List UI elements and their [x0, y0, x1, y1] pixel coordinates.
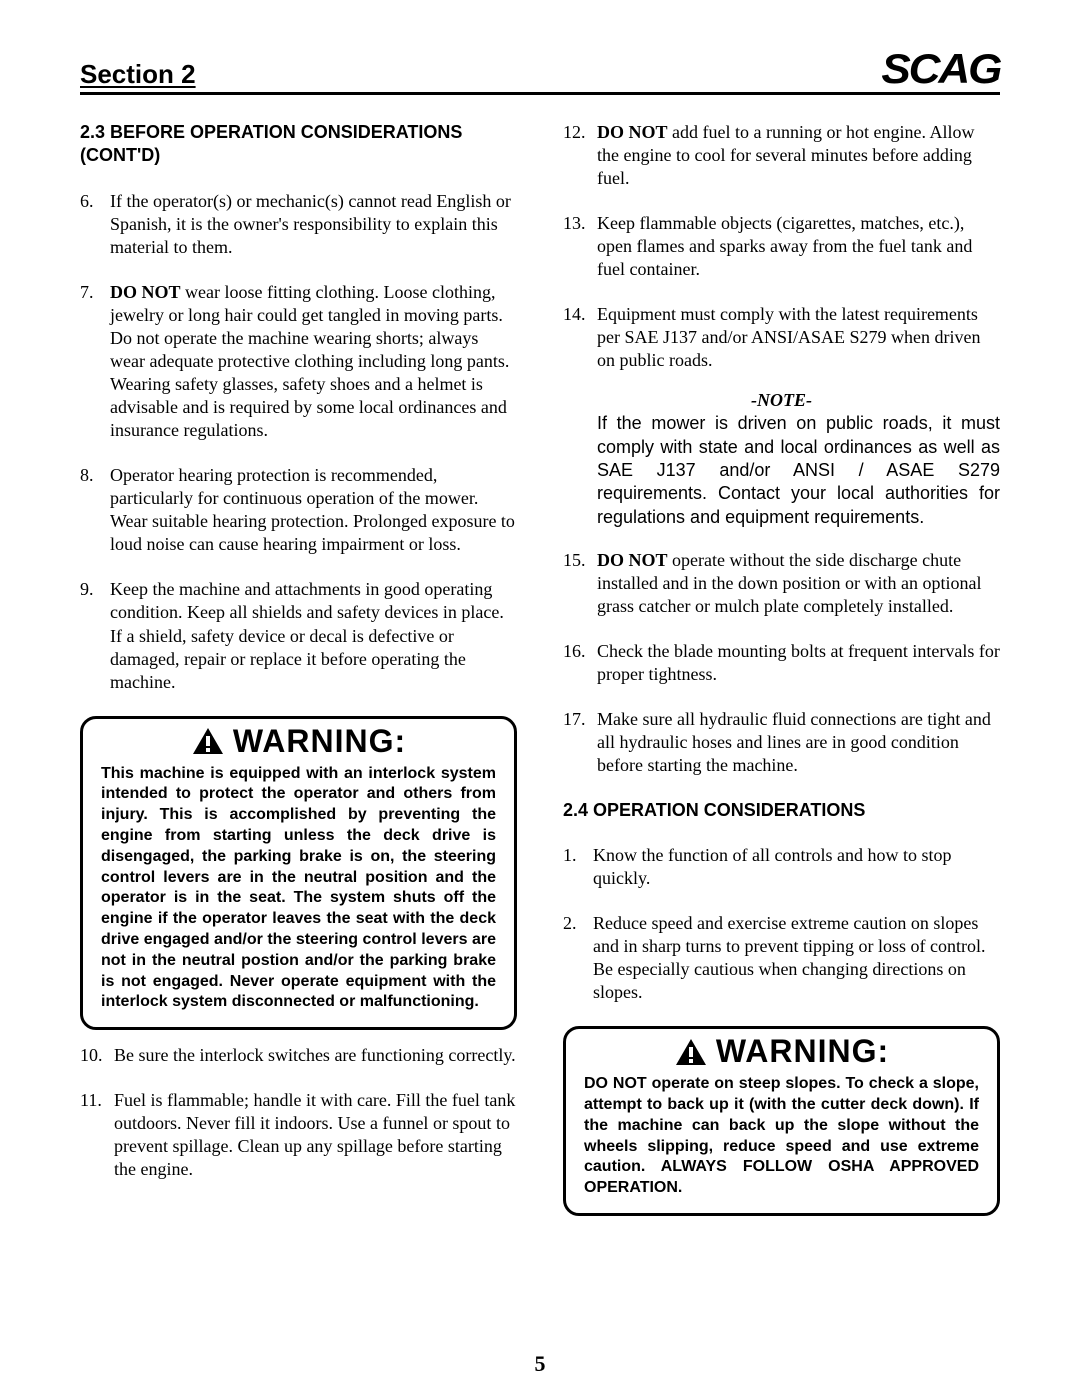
list-2-4: 1.Know the function of all controls and … [563, 844, 1000, 1004]
list-item-number: 9. [80, 578, 110, 693]
list-item-body: Make sure all hydraulic fluid connection… [597, 708, 1000, 777]
list-item-number: 1. [563, 844, 593, 890]
list-2-3-d: 15.DO NOT operate without the side disch… [563, 549, 1000, 777]
list-item-body: Fuel is flammable; handle it with care. … [114, 1089, 517, 1181]
list-item: 11.Fuel is flammable; handle it with car… [80, 1089, 517, 1181]
page-number: 5 [0, 1351, 1080, 1377]
list-item-body: If the operator(s) or mechanic(s) cannot… [110, 190, 517, 259]
warning-body: DO NOT operate on steep slopes. To check… [584, 1074, 979, 1199]
list-item: 6.If the operator(s) or mechanic(s) cann… [80, 190, 517, 259]
list-item-number: 6. [80, 190, 110, 259]
list-item: 2.Reduce speed and exercise extreme caut… [563, 912, 1000, 1004]
list-item-body: Keep the machine and attachments in good… [110, 578, 517, 693]
list-item: 15.DO NOT operate without the side disch… [563, 549, 1000, 618]
note-label: -NOTE- [563, 390, 1000, 411]
list-item-body: Know the function of all controls and ho… [593, 844, 1000, 890]
warning-title: WARNING: [233, 723, 406, 760]
right-column: 12.DO NOT add fuel to a running or hot e… [563, 121, 1000, 1230]
heading-2-4: 2.4 OPERATION CONSIDERATIONS [563, 799, 1000, 822]
list-item: 13.Keep flammable objects (cigarettes, m… [563, 212, 1000, 281]
warning-box-slopes: WARNING: DO NOT operate on steep slopes.… [563, 1026, 1000, 1216]
list-item-number: 13. [563, 212, 597, 281]
list-item: 16.Check the blade mounting bolts at fre… [563, 640, 1000, 686]
note-body: If the mower is driven on public roads, … [597, 412, 1000, 529]
list-item-number: 7. [80, 281, 110, 442]
list-item-body: DO NOT operate without the side discharg… [597, 549, 1000, 618]
list-2-3-a: 6.If the operator(s) or mechanic(s) cann… [80, 190, 517, 694]
warning-header: WARNING: [101, 723, 496, 760]
warning-box-interlock: WARNING: This machine is equipped with a… [80, 716, 517, 1031]
list-item-number: 15. [563, 549, 597, 618]
list-item: 8.Operator hearing protection is recomme… [80, 464, 517, 556]
section-title: Section 2 [80, 59, 196, 90]
list-2-3-c: 12.DO NOT add fuel to a running or hot e… [563, 121, 1000, 372]
warning-header: WARNING: [584, 1033, 979, 1070]
heading-2-3: 2.3 BEFORE OPERATION CONSIDERATIONS (CON… [80, 121, 517, 166]
list-item: 7.DO NOT wear loose fitting clothing. Lo… [80, 281, 517, 442]
list-item: 9.Keep the machine and attachments in go… [80, 578, 517, 693]
list-item-number: 14. [563, 303, 597, 372]
list-item-body: DO NOT add fuel to a running or hot engi… [597, 121, 1000, 190]
list-item-body: Check the blade mounting bolts at freque… [597, 640, 1000, 686]
list-item-number: 16. [563, 640, 597, 686]
list-item-number: 17. [563, 708, 597, 777]
brand-logo: SCAG [881, 48, 1000, 90]
list-item-number: 8. [80, 464, 110, 556]
list-item: 12.DO NOT add fuel to a running or hot e… [563, 121, 1000, 190]
list-item: 17.Make sure all hydraulic fluid connect… [563, 708, 1000, 777]
list-item-body: Equipment must comply with the latest re… [597, 303, 1000, 372]
list-item: 14.Equipment must comply with the latest… [563, 303, 1000, 372]
list-item-body: DO NOT wear loose fitting clothing. Loos… [110, 281, 517, 442]
warning-body: This machine is equipped with an interlo… [101, 764, 496, 1014]
list-item-number: 2. [563, 912, 593, 1004]
content-columns: 2.3 BEFORE OPERATION CONSIDERATIONS (CON… [80, 121, 1000, 1230]
list-item-number: 10. [80, 1044, 114, 1067]
list-item-body: Reduce speed and exercise extreme cautio… [593, 912, 1000, 1004]
list-item-number: 12. [563, 121, 597, 190]
warning-triangle-icon [191, 726, 225, 756]
list-item-body: Operator hearing protection is recommend… [110, 464, 517, 556]
list-item-number: 11. [80, 1089, 114, 1181]
list-item-body: Be sure the interlock switches are funct… [114, 1044, 517, 1067]
list-item-body: Keep flammable objects (cigarettes, matc… [597, 212, 1000, 281]
warning-title: WARNING: [716, 1033, 889, 1070]
left-column: 2.3 BEFORE OPERATION CONSIDERATIONS (CON… [80, 121, 517, 1230]
list-2-3-b: 10.Be sure the interlock switches are fu… [80, 1044, 517, 1181]
page-header: Section 2 SCAG [80, 48, 1000, 95]
list-item: 1.Know the function of all controls and … [563, 844, 1000, 890]
list-item: 10.Be sure the interlock switches are fu… [80, 1044, 517, 1067]
warning-triangle-icon [674, 1037, 708, 1067]
